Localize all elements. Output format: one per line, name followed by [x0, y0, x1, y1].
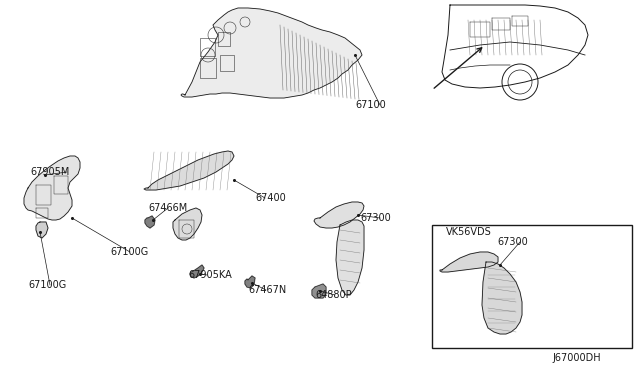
- Bar: [200, 58, 216, 78]
- Polygon shape: [440, 252, 498, 272]
- Polygon shape: [144, 151, 234, 190]
- Text: 67300: 67300: [360, 213, 391, 223]
- Text: 67466M: 67466M: [148, 203, 188, 213]
- Bar: [200, 38, 215, 56]
- Text: 67100: 67100: [355, 100, 386, 110]
- Polygon shape: [173, 208, 202, 240]
- Bar: [432, 225, 632, 348]
- Text: 67905KA: 67905KA: [188, 270, 232, 280]
- Polygon shape: [36, 222, 48, 238]
- Polygon shape: [312, 284, 326, 298]
- Polygon shape: [145, 216, 155, 228]
- Polygon shape: [24, 156, 80, 220]
- Polygon shape: [336, 220, 364, 295]
- Text: 67100G: 67100G: [110, 247, 148, 257]
- Text: 67400: 67400: [255, 193, 285, 203]
- Text: 67905M: 67905M: [30, 167, 69, 177]
- Text: 64880P: 64880P: [315, 290, 351, 300]
- Text: 67467N: 67467N: [248, 285, 286, 295]
- Polygon shape: [314, 202, 364, 228]
- Polygon shape: [482, 262, 522, 334]
- Polygon shape: [245, 276, 255, 288]
- Text: J67000DH: J67000DH: [552, 353, 600, 363]
- Bar: [220, 55, 234, 71]
- Polygon shape: [190, 265, 204, 278]
- Text: 67100G: 67100G: [28, 280, 67, 290]
- Polygon shape: [181, 8, 362, 98]
- Text: 67300: 67300: [497, 237, 528, 247]
- Bar: [218, 32, 230, 46]
- Text: VK56VDS: VK56VDS: [446, 227, 492, 237]
